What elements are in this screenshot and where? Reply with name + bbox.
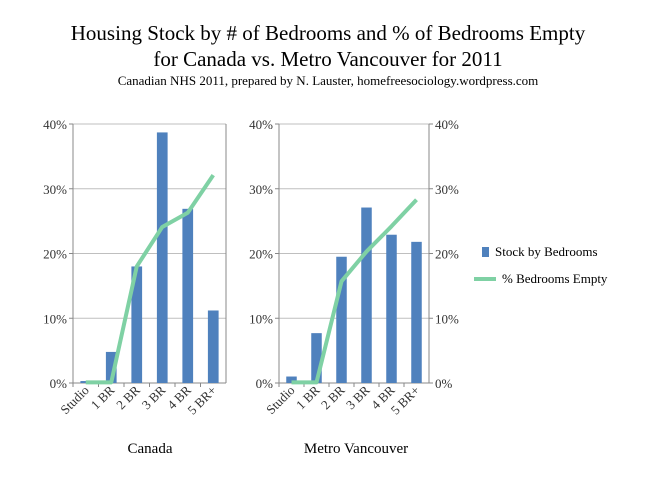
bar-1br <box>105 351 117 383</box>
x-tick-label: 5 BR+ <box>184 383 219 418</box>
legend-item-empty: % Bedrooms Empty <box>474 271 607 287</box>
x-tick-label: 2 BR <box>113 382 143 412</box>
y2-tick-label: 0% <box>435 376 453 391</box>
y-tick-label: 0% <box>256 376 274 391</box>
bar-2br <box>131 266 143 383</box>
bar-5br <box>207 310 219 383</box>
y2-tick-label: 10% <box>435 311 459 326</box>
panel-label-canada: Canada <box>127 441 173 457</box>
x-tick-label: 3 BR <box>139 382 169 412</box>
y2-tick-label: 20% <box>435 247 459 262</box>
x-tick-label: 1 BR <box>293 382 323 412</box>
legend-item-stock: Stock by Bedrooms <box>482 244 598 260</box>
bar-5br <box>411 241 422 383</box>
bar-4br <box>386 234 397 383</box>
x-tick-label: 5 BR+ <box>388 383 423 418</box>
legend-line-swatch <box>474 277 496 281</box>
x-tick-label: 2 BR <box>318 382 348 412</box>
x-tick-label: 1 BR <box>88 382 118 412</box>
panel-label-vancouver: Metro Vancouver <box>303 441 409 457</box>
bar-3br <box>361 207 372 383</box>
chart-title-line1: Housing Stock by # of Bedrooms and % of … <box>70 21 586 45</box>
y-tick-label: 10% <box>43 311 67 326</box>
legend-bar-swatch <box>482 247 489 257</box>
legend-label-stock: Stock by Bedrooms <box>495 244 598 259</box>
x-tick-label: 3 BR <box>343 382 373 412</box>
y-tick-label: 30% <box>43 182 67 197</box>
line-bedrooms-empty <box>291 198 418 385</box>
bar-1br <box>311 333 322 383</box>
y-tick-label: 40% <box>43 117 67 132</box>
bar-studio <box>286 376 297 383</box>
bar-4br <box>182 208 194 383</box>
y2-tick-label: 40% <box>435 117 459 132</box>
y-tick-label: 20% <box>249 247 273 262</box>
y-tick-label: 10% <box>249 311 273 326</box>
bar-2br <box>336 256 347 383</box>
y-tick-label: 30% <box>249 182 273 197</box>
y-tick-label: 40% <box>249 117 273 132</box>
chart-subtitle: Canadian NHS 2011, prepared by N. Lauste… <box>117 73 539 88</box>
line-bedrooms-empty <box>85 174 215 385</box>
y2-tick-label: 30% <box>435 182 459 197</box>
chart-title-line2: for Canada vs. Metro Vancouver for 2011 <box>153 47 503 71</box>
y-tick-label: 20% <box>43 247 67 262</box>
y-tick-label: 0% <box>50 376 68 391</box>
legend-label-empty: % Bedrooms Empty <box>502 271 608 286</box>
bar-3br <box>156 132 168 383</box>
